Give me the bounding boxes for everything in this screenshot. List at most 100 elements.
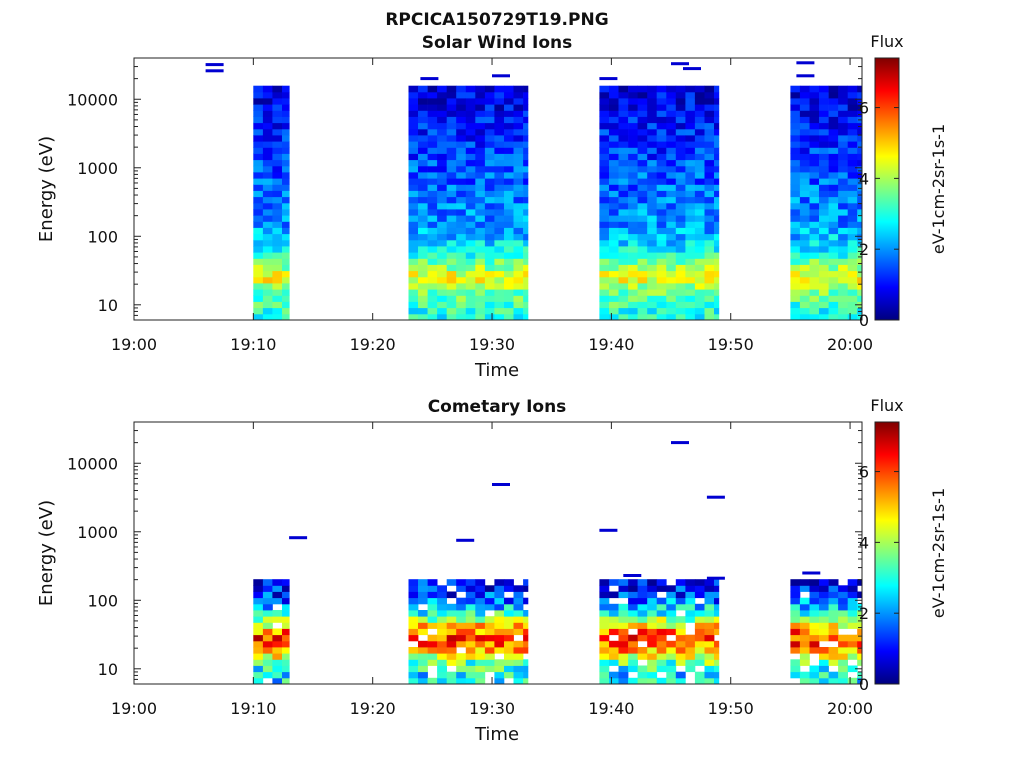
heatmap-cell [809,610,820,617]
heatmap-cell [838,159,848,167]
heatmap-cell [504,610,514,617]
heatmap-cell [847,603,858,611]
heatmap-cell [262,159,273,167]
heatmap-cell [609,640,619,648]
heatmap-cell [847,98,858,105]
heatmap-cell [272,258,283,265]
heatmap-cell [437,202,447,210]
heatmap-cell [685,276,696,284]
heatmap-cell [513,104,524,111]
y-axis-label-solar-wind: Energy (eV) [36,136,57,242]
heatmap-cell [609,122,619,130]
heatmap-cell [828,190,839,198]
heatmap-cell [628,91,638,99]
heatmap-cell [809,147,820,154]
heatmap-cell [513,98,524,105]
heatmap-cell [647,215,658,222]
heatmap-cell [675,659,686,666]
heatmap-cell [465,579,476,586]
heatmap-cell [418,628,428,636]
heatmap-cell [253,122,264,130]
heatmap-cell [618,301,629,309]
y-tick-label: 10 [98,660,118,679]
heatmap-cell [484,276,495,284]
heatmap-cell [513,622,524,629]
heatmap-cell [857,634,863,642]
heatmap-cell [790,239,801,247]
heatmap-cell [838,307,848,315]
heatmap-cell [704,289,715,296]
heatmap-cell [437,295,447,302]
heatmap-cell [513,610,524,617]
heatmap-cell [675,178,686,185]
heatmap-cell [272,579,283,586]
heatmap-cell [647,135,658,142]
y-tick-label: 10000 [67,90,118,109]
heatmap-cell [513,258,524,265]
heatmap-cell [647,640,658,648]
heatmap-cell [647,622,658,629]
heatmap-cell [408,610,419,617]
heatmap-cell [475,221,486,228]
heatmap-cell [253,301,264,309]
heatmap-cell [253,671,264,679]
heatmap-cell [465,141,476,148]
heatmap-cell [675,579,686,586]
heatmap-cell [523,122,529,130]
heatmap-cell [456,233,467,241]
heatmap-cell [838,616,848,623]
heatmap-cell [799,128,810,136]
heatmap-cell [418,591,428,599]
heatmap-cell [618,128,629,136]
heatmap-cell [675,110,686,117]
heatmap-cell [446,301,457,309]
heatmap-cell [456,585,467,592]
heatmap-cell [790,147,801,154]
heatmap-cell [847,283,858,290]
heatmap-cell [666,295,677,302]
heatmap-cell [513,128,524,136]
heatmap-cell [408,153,419,161]
heatmap-cell [272,597,283,605]
heatmap-cell [809,233,820,241]
heatmap-cell [427,622,438,629]
heatmap-cell [675,190,686,198]
heatmap-cell [523,184,529,191]
heatmap-cell [456,295,467,302]
heatmap-cell [475,610,486,617]
heatmap-cell [599,178,610,185]
heatmap-cell [694,585,705,592]
heatmap-cell [446,671,457,679]
heatmap-cell [828,659,839,666]
heatmap-cell [504,147,514,154]
heatmap-cell [609,677,619,685]
heatmap-cell [809,202,820,210]
heatmap-cell [272,141,283,148]
heatmap-cell [456,190,467,198]
heatmap-cell [838,98,848,105]
heatmap-cell [408,591,419,599]
heatmap-cell [628,579,638,586]
heatmap-cell [628,153,638,161]
heatmap-cell [253,165,264,173]
heatmap-cell [656,172,667,179]
heatmap-cell [819,252,829,259]
heatmap-cell [790,628,801,636]
heatmap-cell [484,178,495,185]
heatmap-cell [599,135,610,142]
heatmap-cell [704,239,715,247]
heatmap-cell [418,91,428,99]
heatmap-cell [408,202,419,210]
heatmap-cell [685,585,696,592]
heatmap-cell [272,246,283,253]
heatmap-cell [523,258,529,265]
heatmap-cell [647,671,658,679]
heatmap-cell [599,647,610,654]
heatmap-cell [484,91,495,99]
heatmap-cell [704,671,715,679]
heatmap-cell [513,671,524,679]
heatmap-cell [819,85,829,93]
heatmap-cell [408,221,419,228]
heatmap-cell [437,276,447,284]
heatmap-cell [857,258,863,265]
